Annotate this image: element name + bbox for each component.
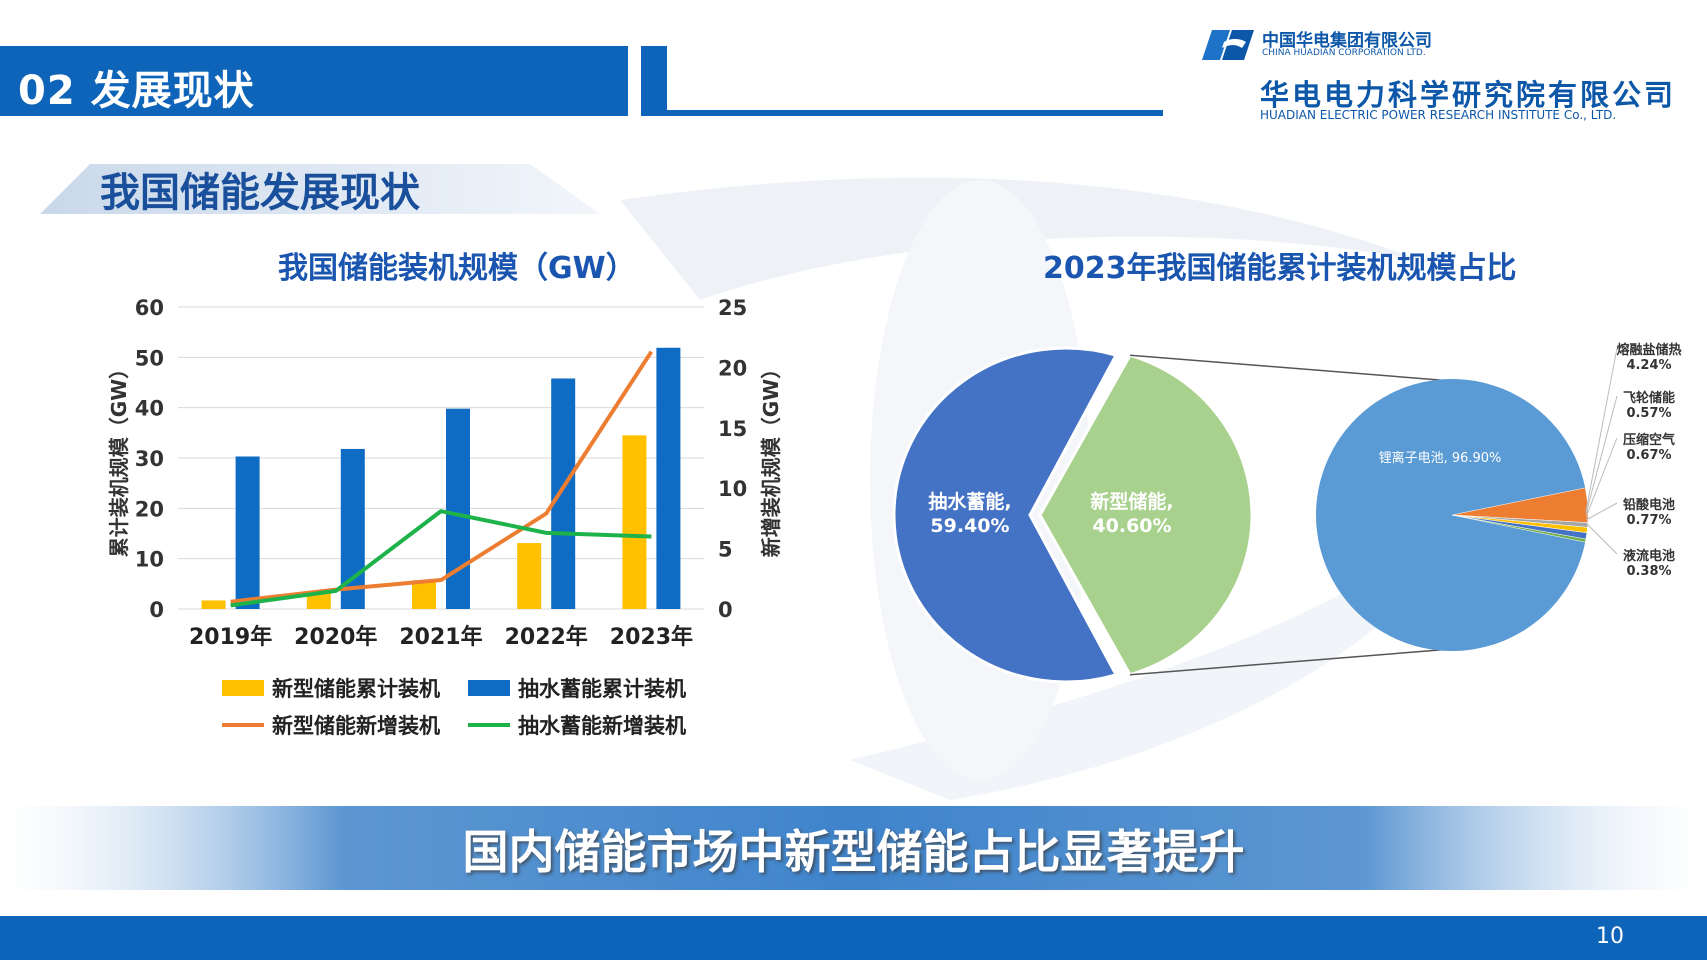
header-bar: [0, 46, 628, 116]
y-tick-label: 20: [135, 497, 164, 521]
sub-pie-label-value: 0.67%: [1626, 448, 1671, 463]
y-axis-label: 累计装机规模（GW）: [107, 359, 131, 557]
header-section-title: 02 发展现状: [18, 68, 255, 114]
conclusion-text: 国内储能市场中新型储能占比显著提升: [462, 825, 1245, 879]
pie-label-new-value: 40.60%: [1092, 515, 1171, 537]
y2-tick-label: 25: [718, 296, 747, 320]
legend-label: 新型储能新增装机: [272, 714, 440, 738]
y2-tick-label: 5: [718, 538, 733, 562]
pie-label-pumped-value: 59.40%: [930, 515, 1009, 537]
leader-line: [1585, 395, 1618, 515]
bar-new-storage-cumulative: [517, 543, 542, 609]
company-name-en: CHINA HUADIAN CORPORATION LTD.: [1262, 48, 1426, 58]
connector-line: [1129, 648, 1453, 676]
sub-pie-label-name: 熔融盐储热: [1616, 342, 1681, 358]
y-tick-label: 60: [135, 296, 164, 320]
x-tick-label: 2020年: [294, 624, 377, 650]
bar-new-storage-cumulative: [622, 435, 647, 609]
x-tick-label: 2023年: [610, 624, 693, 650]
company-logo-icon: [1202, 30, 1254, 60]
legend-label: 抽水蓄能新增装机: [518, 714, 686, 738]
leader-line: [1585, 502, 1618, 521]
sub-pie-label-value: 4.24%: [1626, 358, 1671, 373]
y2-tick-label: 15: [718, 417, 747, 441]
header-underline: [667, 110, 1163, 116]
y-tick-label: 30: [135, 447, 164, 471]
section-banner: [40, 164, 600, 214]
sub-pie-label-name: 飞轮储能: [1623, 390, 1675, 406]
x-tick-label: 2019年: [189, 624, 272, 650]
bar-new-storage-cumulative: [201, 600, 226, 609]
series-line-pumped-storage-added: [230, 509, 652, 608]
y2-tick-label: 10: [718, 477, 747, 501]
sub-pie-label-name: 压缩空气: [1623, 432, 1675, 448]
sub-pie-slice: [1451, 514, 1587, 543]
capacity-share-pie-chart: 抽水蓄能,59.40% 新型储能,40.60% 锂离子电池, 96.90% 熔融盐储热…: [892, 342, 1682, 684]
leader-line: [1585, 347, 1618, 512]
institute-name-cn: 华电电力科学研究院有限公司: [1260, 78, 1677, 112]
x-tick-label: 2021年: [399, 624, 482, 650]
x-tick-label: 2022年: [505, 624, 588, 650]
bar-pumped-storage-cumulative: [446, 408, 470, 609]
sub-pie-label-value: 0.77%: [1626, 513, 1671, 528]
pie-chart-title: 2023年我国储能累计装机规模占比: [1043, 251, 1517, 286]
y-tick-label: 0: [149, 598, 164, 622]
sub-pie-label-value: 0.38%: [1626, 564, 1671, 579]
sub-pie-label-lithium: 锂离子电池, 96.90%: [1379, 450, 1502, 466]
sub-pie-label-value: 0.57%: [1626, 406, 1671, 421]
sub-pie-label-name: 液流电池: [1623, 548, 1675, 564]
pie-slice-pumped-storage: [892, 346, 1119, 684]
page-number: 10: [1596, 924, 1624, 949]
series-line-new-storage-added: [230, 350, 654, 604]
legend-swatch: [468, 680, 510, 696]
y-tick-label: 10: [135, 548, 164, 572]
bar-pumped-storage-cumulative: [551, 378, 576, 609]
legend-label: 抽水蓄能累计装机: [518, 677, 686, 701]
bar-pumped-storage-cumulative: [656, 347, 681, 609]
pie-label-pumped-name: 抽水蓄能,: [928, 490, 1011, 513]
legend-label: 新型储能累计装机: [272, 677, 440, 701]
sub-pie-slice-lithium: [1316, 379, 1586, 651]
company-name-cn: 中国华电集团有限公司: [1262, 31, 1432, 51]
y-tick-label: 40: [135, 397, 164, 421]
footer-bar: [0, 916, 1707, 960]
connector-line: [1129, 354, 1453, 382]
bar-chart-title: 我国储能装机规模（GW）: [278, 251, 636, 286]
leader-line: [1585, 522, 1618, 555]
section-title: 我国储能发展现状: [100, 170, 420, 216]
y2-tick-label: 20: [718, 356, 747, 380]
y2-tick-label: 0: [718, 598, 733, 622]
header-accent-block: [641, 46, 667, 116]
bar-new-storage-cumulative: [412, 580, 436, 609]
y-tick-label: 50: [135, 346, 164, 370]
bar-pumped-storage-cumulative: [235, 456, 260, 609]
legend-swatch: [222, 680, 264, 696]
pie-label-new-name: 新型储能,: [1090, 490, 1173, 513]
sub-pie-label-name: 铅酸电池: [1623, 497, 1675, 513]
y2-axis-label: 新增装机规模（GW）: [759, 359, 783, 557]
pie-slice-new-storage: [1038, 353, 1254, 677]
installed-capacity-chart: 0 10 20 30 40 50 60 0 5 10 15 20 25 累计装机规模（GW） 新增装机规模（…: [107, 296, 783, 738]
conclusion-banner: [0, 806, 1707, 890]
leader-line: [1585, 437, 1618, 518]
bar-new-storage-cumulative: [306, 592, 331, 609]
institute-name-en: HUADIAN ELECTRIC POWER RESEARCH INSTITUT…: [1260, 108, 1617, 122]
